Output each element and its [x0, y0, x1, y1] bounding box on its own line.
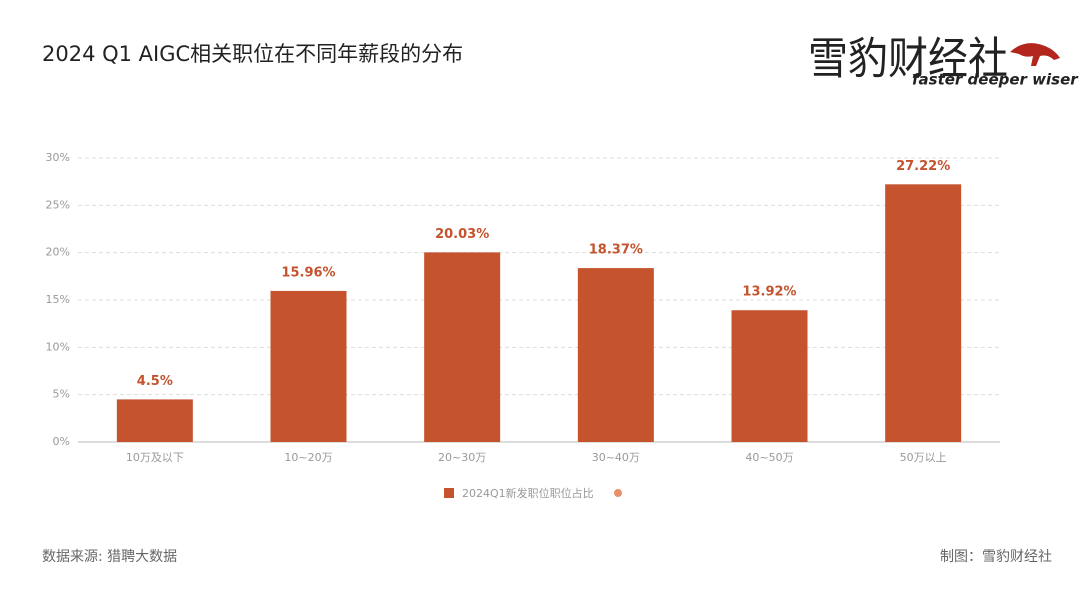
logo-icon: [1010, 43, 1060, 66]
chart-title: 2024 Q1 AIGC相关职位在不同年薪段的分布: [42, 42, 463, 66]
bar: [424, 252, 501, 442]
x-tick-label: 40~50万: [745, 451, 793, 464]
bar: [885, 184, 962, 443]
legend-label: 2024Q1新发职位职位占比: [462, 486, 594, 500]
bar: [270, 290, 347, 442]
x-tick-label: 50万以上: [900, 451, 947, 464]
legend-dot: [614, 489, 622, 497]
y-tick-label: 25%: [46, 198, 70, 211]
x-tick-label: 30~40万: [592, 451, 640, 464]
y-tick-label: 0%: [53, 435, 70, 448]
logo-slogan: faster deeper wiser: [912, 71, 1079, 89]
value-label: 13.92%: [742, 285, 796, 300]
credit: 制图：雪豹财经社: [940, 549, 1052, 565]
value-label: 15.96%: [281, 265, 335, 280]
y-tick-label: 30%: [46, 151, 70, 164]
legend-swatch: [444, 488, 454, 498]
value-label: 20.03%: [435, 227, 489, 242]
bar: [577, 268, 654, 442]
x-tick-label: 10万及以下: [126, 451, 184, 464]
logo-name: 雪豹财经社: [808, 34, 1008, 85]
y-tick-label: 20%: [46, 246, 70, 259]
value-label: 18.37%: [589, 243, 643, 258]
bar: [731, 310, 808, 442]
bar: [116, 399, 193, 442]
value-label: 27.22%: [896, 159, 950, 174]
y-tick-label: 5%: [53, 388, 70, 401]
x-tick-label: 20~30万: [438, 451, 486, 464]
y-tick-label: 15%: [46, 293, 70, 306]
y-tick-label: 10%: [46, 340, 70, 353]
source: 数据来源: 猎聘大数据: [42, 549, 177, 565]
value-label: 4.5%: [137, 374, 173, 389]
x-tick-label: 10~20万: [284, 451, 332, 464]
